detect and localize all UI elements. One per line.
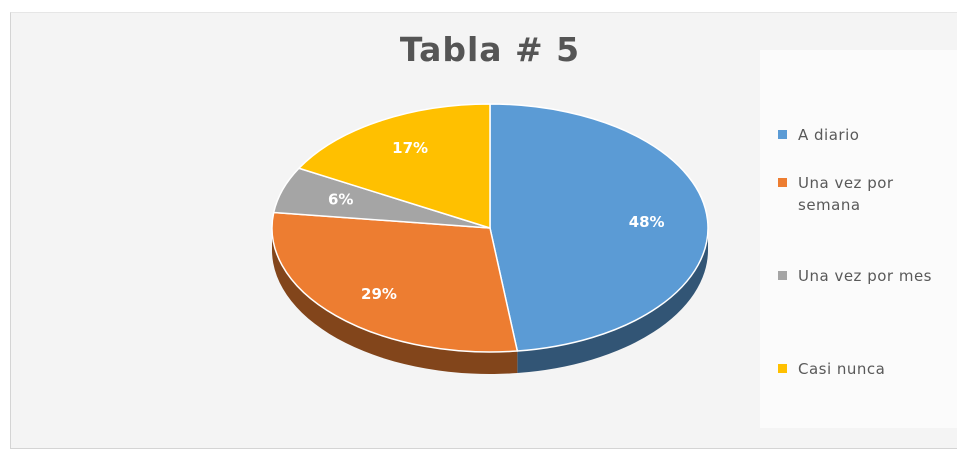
- legend-label-semana: Una vez por semana: [798, 174, 894, 214]
- pie-slice-casi-nunca[interactable]: [298, 103, 491, 229]
- data-label-semana: 29%: [361, 285, 397, 303]
- legend-label-casi-nunca: Casi nunca: [798, 360, 886, 378]
- pie-slice-semana[interactable]: [271, 211, 519, 353]
- pie-top: [271, 103, 709, 353]
- data-label-casi-nunca: 17%: [392, 139, 428, 157]
- pie-side-semana: [272, 228, 518, 374]
- legend-swatch-a-diario: [778, 130, 787, 139]
- pie-depth: [272, 228, 708, 374]
- legend: A diario Una vez por semana Una vez por …: [760, 50, 957, 428]
- legend-label-mes: Una vez por mes: [798, 267, 932, 285]
- data-label-a-diario: 48%: [629, 213, 665, 231]
- pie-labels: 48% 29% 6% 17%: [328, 139, 665, 303]
- legend-swatch-casi-nunca: [778, 364, 787, 373]
- legend-label-a-diario: A diario: [798, 126, 860, 144]
- pie-side-a-diario: [517, 228, 708, 374]
- data-label-mes: 6%: [328, 190, 353, 208]
- pie-slice-a-diario[interactable]: [489, 103, 709, 352]
- chart-title: Tabla # 5: [399, 30, 581, 69]
- legend-swatch-semana: [778, 178, 787, 187]
- legend-swatch-mes: [778, 271, 787, 280]
